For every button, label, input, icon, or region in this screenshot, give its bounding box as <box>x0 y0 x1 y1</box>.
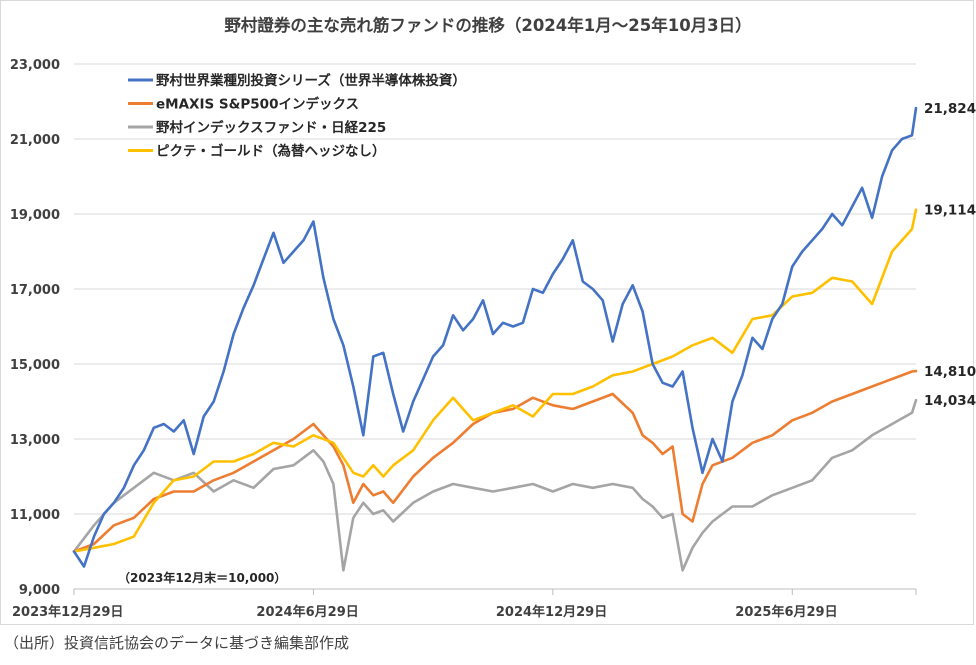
x-tick-label: 2024年6月29日 <box>256 604 358 620</box>
y-tick-label: 19,000 <box>10 208 60 223</box>
x-tick-label: 2025年6月29日 <box>735 604 837 620</box>
end-value-label: 14,034 <box>924 393 976 409</box>
series-line <box>72 208 918 553</box>
y-tick-label: 17,000 <box>10 283 60 298</box>
chart-title: 野村證券の主な売れ筋ファンドの推移（2024年1月～25年10月3日） <box>224 15 751 35</box>
legend-label: 野村インデックスファンド・日経225 <box>156 119 386 136</box>
end-value-label: 21,824 <box>924 101 976 117</box>
legend: 野村世界業種別投資シリーズ（世界半導体株投資） eMAXIS S&P500インデッ… <box>128 72 466 160</box>
series-lines <box>72 106 918 572</box>
y-tick-label: 11,000 <box>10 508 60 523</box>
gridlines <box>74 63 916 590</box>
x-tick-label: 2023年12月29日 <box>12 604 123 620</box>
y-tick-label: 23,000 <box>10 58 60 73</box>
end-value-label: 19,114 <box>924 203 976 219</box>
x-tick-label: 2024年12月29日 <box>496 604 607 620</box>
base-annotation: （2023年12月末＝10,000） <box>118 570 286 585</box>
end-labels: 21,824 14,810 14,034 19,114 <box>924 101 976 409</box>
series-line <box>72 398 918 572</box>
x-axis: 2023年12月29日 2024年6月29日 2024年12月29日 2025年6月2… <box>12 589 917 620</box>
legend-label: eMAXIS S&P500インデックス <box>156 96 359 113</box>
y-tick-label: 9,000 <box>19 583 60 598</box>
end-value-label: 14,810 <box>924 364 976 380</box>
y-axis: 9,000 11,000 13,000 15,000 17,000 19,000 21,00… <box>10 58 60 598</box>
y-tick-label: 21,000 <box>10 133 60 148</box>
series-line <box>72 369 918 553</box>
source-note: （出所）投資信託協会のデータに基づき編集部作成 <box>4 634 350 652</box>
y-tick-label: 15,000 <box>10 358 60 373</box>
series-line <box>72 106 918 568</box>
legend-label: 野村世界業種別投資シリーズ（世界半導体株投資） <box>156 72 466 89</box>
y-tick-label: 13,000 <box>10 433 60 448</box>
legend-label: ピクテ・ゴールド（為替ヘッジなし） <box>156 143 386 160</box>
chart-frame <box>0 0 974 625</box>
line-chart: 野村證券の主な売れ筋ファンドの推移（2024年1月～25年10月3日） 9,00… <box>10 15 976 620</box>
